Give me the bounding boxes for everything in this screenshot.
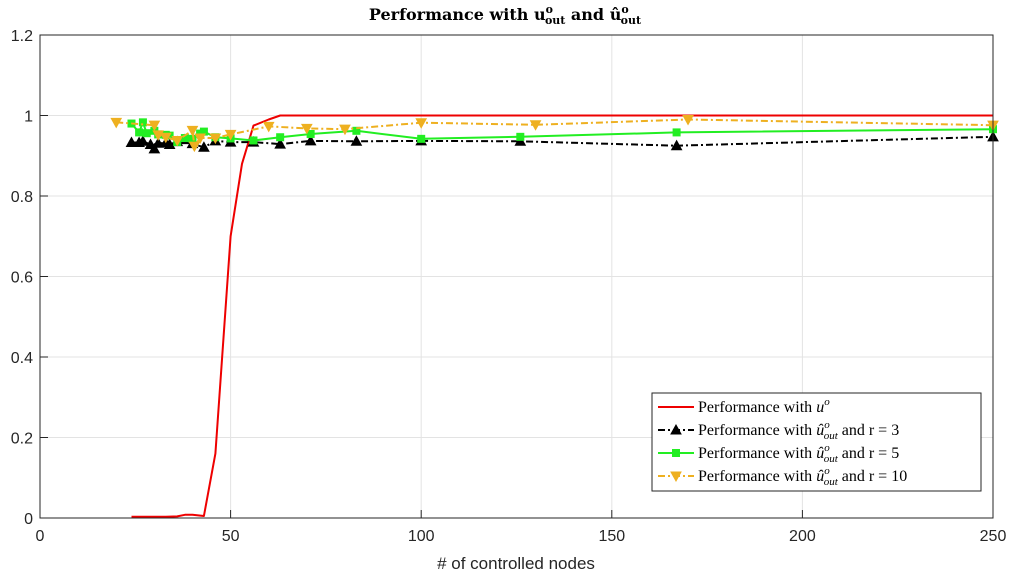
- y-tick-labels: 0 0.2 0.4 0.6 0.8 1 1.2: [11, 28, 33, 528]
- legend-box: [651, 392, 982, 492]
- x-tick-label: 150: [598, 528, 625, 545]
- data-point: [198, 141, 210, 152]
- data-point: [249, 136, 258, 145]
- data-point: [670, 471, 682, 483]
- data-point: [135, 128, 144, 137]
- data-point: [186, 125, 199, 137]
- y-tick-label: 0: [24, 511, 33, 528]
- data-point: [417, 134, 426, 143]
- data-point: [209, 133, 222, 145]
- data-point: [682, 115, 694, 126]
- data-point: [224, 129, 237, 141]
- data-point: [148, 120, 161, 132]
- data-point: [415, 118, 428, 129]
- data-point: [670, 423, 682, 435]
- chart-title-prefix: Performance with: [369, 5, 534, 24]
- legend-label: Performance with ûo out and r = 3: [698, 419, 899, 442]
- legend-entry: Performance with ûo out and r = 10: [658, 465, 907, 488]
- data-point: [138, 118, 147, 127]
- x-tick-labels: 0 50 100 150 200 250: [36, 528, 1007, 545]
- data-point: [672, 128, 681, 137]
- data-point: [300, 123, 313, 135]
- data-point: [194, 133, 206, 145]
- y-tick-label: 0.6: [11, 270, 33, 287]
- tick-marks: [39, 34, 994, 519]
- data-point: [306, 130, 315, 139]
- data-point: [274, 138, 287, 149]
- y-tick-label: 1: [24, 109, 33, 126]
- data-point: [137, 135, 149, 146]
- data-point: [171, 135, 184, 147]
- data-point: [672, 449, 680, 457]
- chart-title-u: u: [534, 5, 546, 24]
- series-layer: [110, 114, 999, 518]
- chart-title: Performance with uo out and ûo out: [369, 3, 642, 27]
- data-point: [339, 124, 351, 136]
- x-tick-label: 50: [222, 528, 240, 545]
- data-point: [529, 120, 542, 131]
- chart-title-uhat-sub: out: [621, 14, 642, 27]
- series-line: [131, 114, 993, 518]
- y-tick-label: 0.2: [11, 431, 33, 448]
- chart-title-u-sub: out: [545, 14, 566, 27]
- series-line: [130, 121, 994, 144]
- y-tick-label: 0.8: [11, 189, 33, 206]
- data-point: [276, 133, 285, 142]
- data-point: [262, 121, 275, 133]
- data-point: [152, 137, 165, 148]
- data-point: [148, 142, 161, 154]
- legend-entry: Performance with uo: [658, 396, 830, 416]
- chart-title-uhat: û: [610, 5, 622, 24]
- legend: Performance with uo Performance with ûo ou…: [651, 392, 982, 492]
- data-point: [125, 136, 138, 147]
- x-tick-label: 250: [980, 528, 1007, 545]
- data-point: [142, 129, 151, 138]
- series-0: [131, 114, 993, 518]
- data-point: [110, 117, 123, 129]
- chart-title-u-sup: o: [546, 3, 553, 16]
- legend-label: Performance with uo: [698, 396, 830, 416]
- legend-entry: Performance with ûo out and r = 3: [658, 419, 899, 442]
- legend-label: Performance with ûo out and r = 5: [698, 442, 899, 465]
- x-tick-label: 100: [408, 528, 435, 545]
- y-tick-label: 0.4: [11, 350, 33, 367]
- series-3: [110, 115, 999, 153]
- data-point: [350, 135, 363, 146]
- data-point: [670, 139, 683, 151]
- x-axis-title: # of controlled nodes: [437, 554, 595, 573]
- data-point: [516, 132, 525, 141]
- legend-entry: Performance with ûo out and r = 5: [658, 442, 899, 465]
- x-tick-label: 0: [36, 528, 45, 545]
- y-tick-label: 1.2: [11, 28, 33, 45]
- data-point: [163, 138, 176, 149]
- legend-label: Performance with ûo out and r = 10: [698, 465, 907, 488]
- chart-title-uhat-sup: o: [621, 3, 628, 16]
- x-tick-label: 200: [789, 528, 816, 545]
- chart-title-middle: and: [565, 5, 609, 24]
- data-point: [304, 134, 317, 146]
- data-point: [188, 141, 201, 153]
- data-point: [159, 132, 172, 144]
